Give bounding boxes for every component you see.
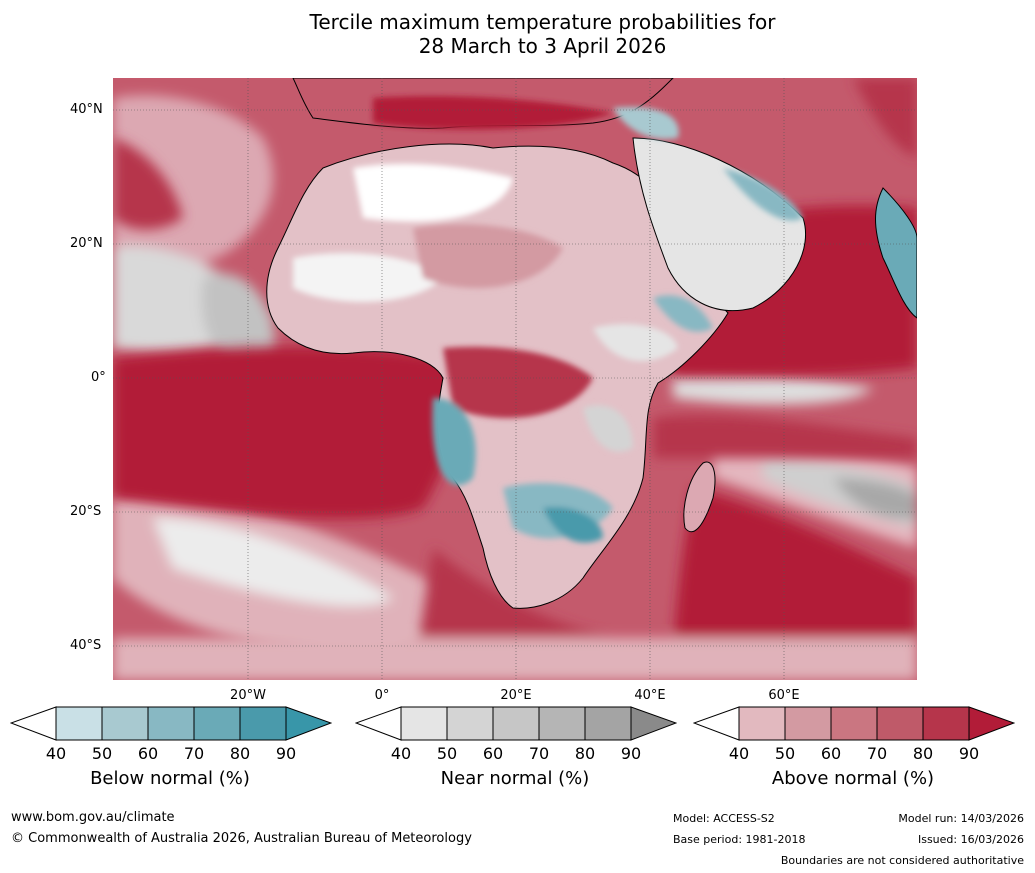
- near-tick: 50: [436, 744, 458, 763]
- colorbar-above-max-arrow: [968, 706, 1015, 741]
- colorbar-below-min-arrow: [10, 706, 57, 741]
- disclaimer-text: Boundaries are not considered authoritat…: [780, 854, 1024, 867]
- issued-text: Issued: 16/03/2026: [917, 833, 1024, 846]
- colorbar-below-max-arrow: [285, 706, 332, 741]
- strong-above-layer: [113, 78, 917, 680]
- below-tick: 70: [183, 744, 205, 763]
- below-normal-label: Below normal (%): [90, 768, 250, 789]
- colorbar-above-seg-1: [738, 706, 786, 741]
- colorbar-near-normal: [355, 706, 677, 741]
- colorbar-above-seg-5: [922, 706, 970, 741]
- graticule: [113, 78, 917, 680]
- colorbar-near-seg-3: [492, 706, 540, 741]
- near-tick: 90: [620, 744, 642, 763]
- lat-label-40n: 40°N: [70, 102, 103, 117]
- colorbar-above-normal: [693, 706, 1015, 741]
- colorbar-near-seg-5: [584, 706, 632, 741]
- colorbar-below-seg-5: [239, 706, 287, 741]
- website-link[interactable]: www.bom.gov.au/climate: [11, 810, 175, 825]
- above-tick: 90: [958, 744, 980, 763]
- colorbar-below-seg-1: [55, 706, 103, 741]
- model-text: Model: ACCESS-S2: [673, 812, 775, 825]
- colorbar-above-min-arrow: [693, 706, 740, 741]
- colorbar-below-seg-3: [147, 706, 195, 741]
- probability-map: [113, 78, 917, 680]
- below-tick: 90: [275, 744, 297, 763]
- lat-label-40s: 40°S: [70, 638, 102, 653]
- below-tick: 60: [137, 744, 159, 763]
- colorbar-near-seg-2: [446, 706, 494, 741]
- colorbar-above-seg-3: [830, 706, 878, 741]
- colorbar-below-seg-2: [101, 706, 149, 741]
- map-title: Tercile maximum temperature probabilitie…: [0, 10, 1035, 58]
- africa-anomalies: [293, 163, 713, 543]
- light-field-layer: [113, 95, 917, 655]
- near-tick: 60: [482, 744, 504, 763]
- madagascar-landmass: [683, 461, 716, 533]
- near-tick: 40: [390, 744, 412, 763]
- above-tick: 70: [866, 744, 888, 763]
- india-landmass: [875, 187, 917, 319]
- below-tick: 40: [45, 744, 67, 763]
- lat-label-20n: 20°N: [70, 236, 103, 251]
- lon-label-20e: 20°E: [500, 688, 532, 703]
- lon-label-60e: 60°E: [768, 688, 800, 703]
- lat-label-0: 0°: [91, 370, 106, 385]
- title-line-2: 28 March to 3 April 2026: [418, 34, 667, 58]
- base-period-text: Base period: 1981-2018: [673, 833, 806, 846]
- colorbar-near-seg-4: [538, 706, 586, 741]
- below-tick: 80: [229, 744, 251, 763]
- arabia-landmass: [632, 137, 807, 312]
- below-tick: 50: [91, 744, 113, 763]
- lat-label-20s: 20°S: [70, 504, 102, 519]
- colorbar-above-seg-2: [784, 706, 832, 741]
- near-tick: 80: [574, 744, 596, 763]
- colorbar-above-seg-4: [876, 706, 924, 741]
- lon-label-0: 0°: [374, 688, 390, 703]
- model-run-text: Model run: 14/03/2026: [898, 812, 1024, 825]
- near-normal-label: Near normal (%): [440, 768, 590, 789]
- above-tick: 60: [820, 744, 842, 763]
- colorbar-near-max-arrow: [630, 706, 677, 741]
- colorbar-below-seg-4: [193, 706, 241, 741]
- near-tick: 70: [528, 744, 550, 763]
- colorbar-near-seg-1: [400, 706, 448, 741]
- colorbar-near-min-arrow: [355, 706, 402, 741]
- above-tick: 80: [912, 744, 934, 763]
- colorbar-below-normal: [10, 706, 332, 741]
- title-line-1: Tercile maximum temperature probabilitie…: [309, 10, 776, 34]
- map-svg: [113, 78, 917, 680]
- above-normal-label: Above normal (%): [771, 768, 935, 789]
- lon-label-20w: 20°W: [230, 688, 266, 703]
- copyright-text: © Commonwealth of Australia 2026, Austra…: [11, 831, 472, 846]
- above-tick: 40: [728, 744, 750, 763]
- above-tick: 50: [774, 744, 796, 763]
- lon-label-40e: 40°E: [634, 688, 666, 703]
